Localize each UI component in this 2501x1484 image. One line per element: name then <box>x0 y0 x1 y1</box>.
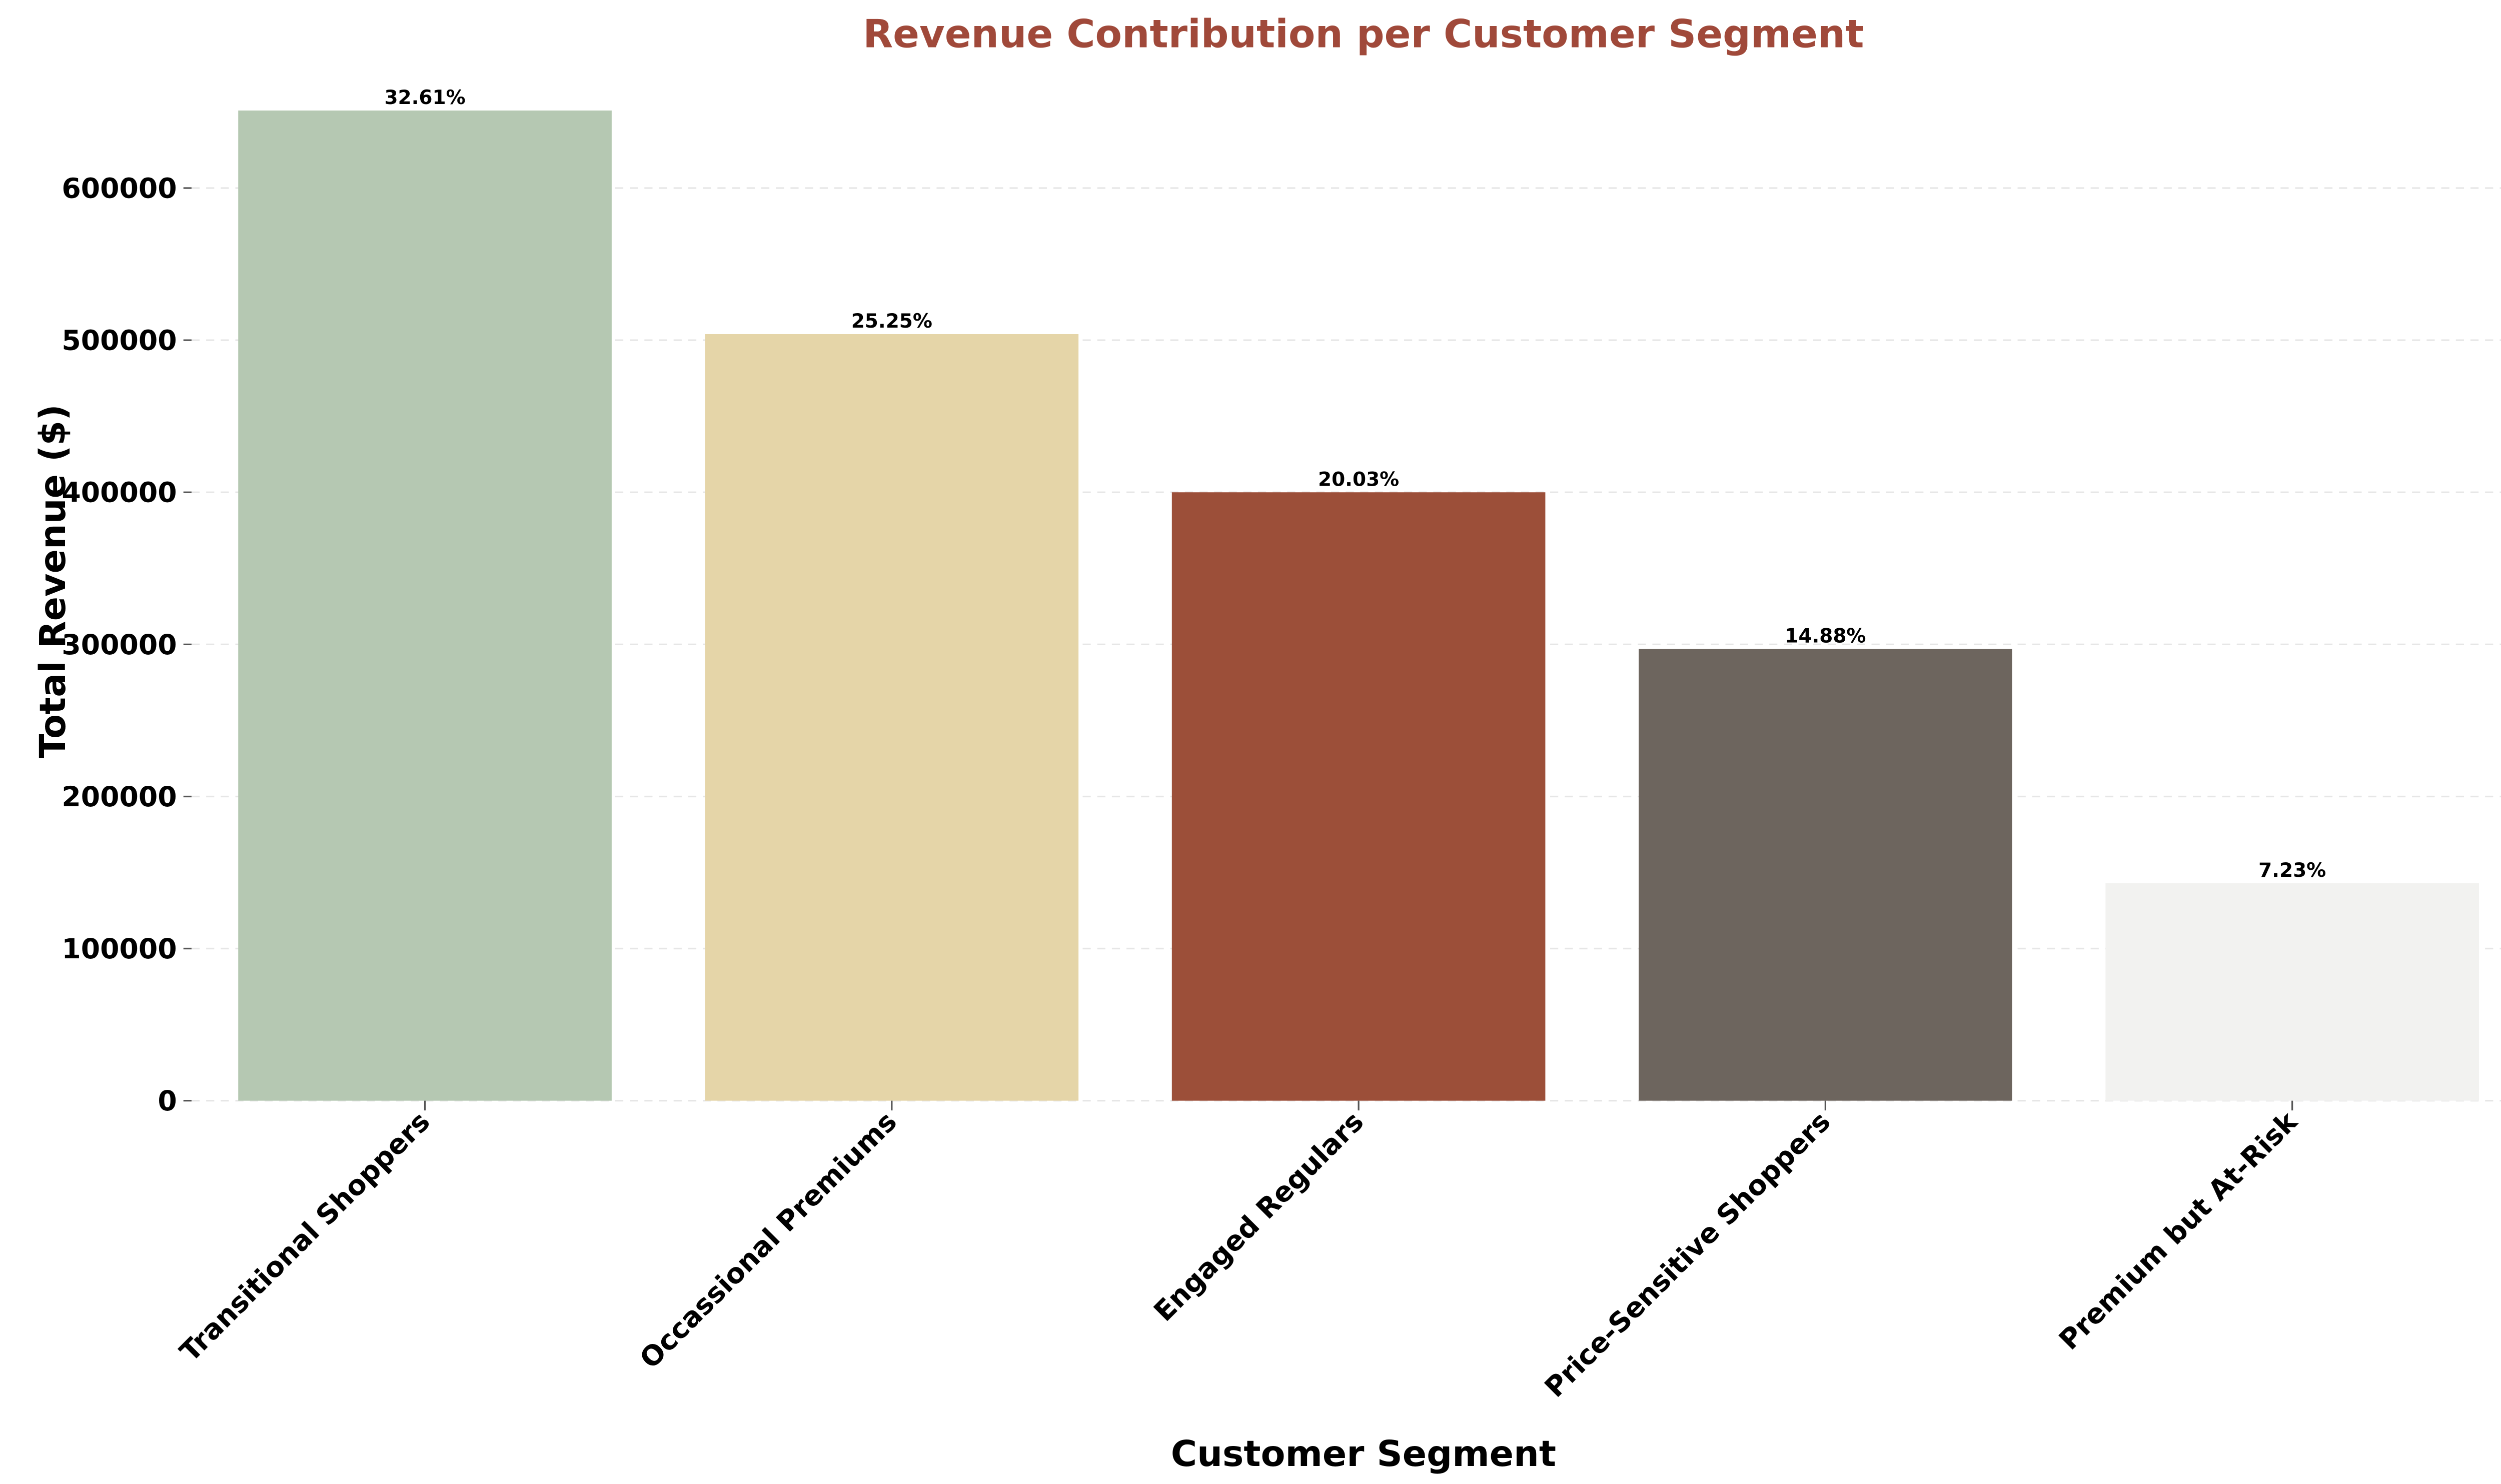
y-tick-label: 200000 <box>62 781 177 813</box>
bar <box>238 110 612 1101</box>
x-tick-label: Occassional Premiums <box>634 1106 903 1375</box>
y-tick-label: 100000 <box>62 933 177 965</box>
x-tick-label: Transitional Shoppers <box>174 1106 437 1368</box>
chart-title: Revenue Contribution per Customer Segmen… <box>863 12 1864 57</box>
y-tick-label: 500000 <box>62 325 177 357</box>
x-tick-label: Premium but At-Risk <box>2053 1105 2304 1356</box>
bar <box>705 334 1079 1101</box>
y-tick-label: 600000 <box>62 173 177 205</box>
value-label: 14.88% <box>1785 625 1866 647</box>
value-label: 25.25% <box>851 310 932 333</box>
x-tick-label: Price-Sensitive Shoppers <box>1539 1106 1837 1404</box>
y-tick-label: 0 <box>158 1085 177 1117</box>
value-label: 32.61% <box>384 87 465 109</box>
bar <box>2105 883 2479 1101</box>
y-tick-label: 400000 <box>62 477 177 509</box>
value-label: 7.23% <box>2258 859 2326 882</box>
y-tick-label: 300000 <box>62 629 177 661</box>
x-axis-label: Customer Segment <box>1171 1433 1556 1474</box>
bar <box>1171 492 1546 1101</box>
x-tick-label: Engaged Regulars <box>1148 1106 1370 1328</box>
y-axis-label: Total Revenue ($) <box>32 404 74 758</box>
value-label: 20.03% <box>1318 468 1399 491</box>
bar <box>1639 649 2012 1101</box>
